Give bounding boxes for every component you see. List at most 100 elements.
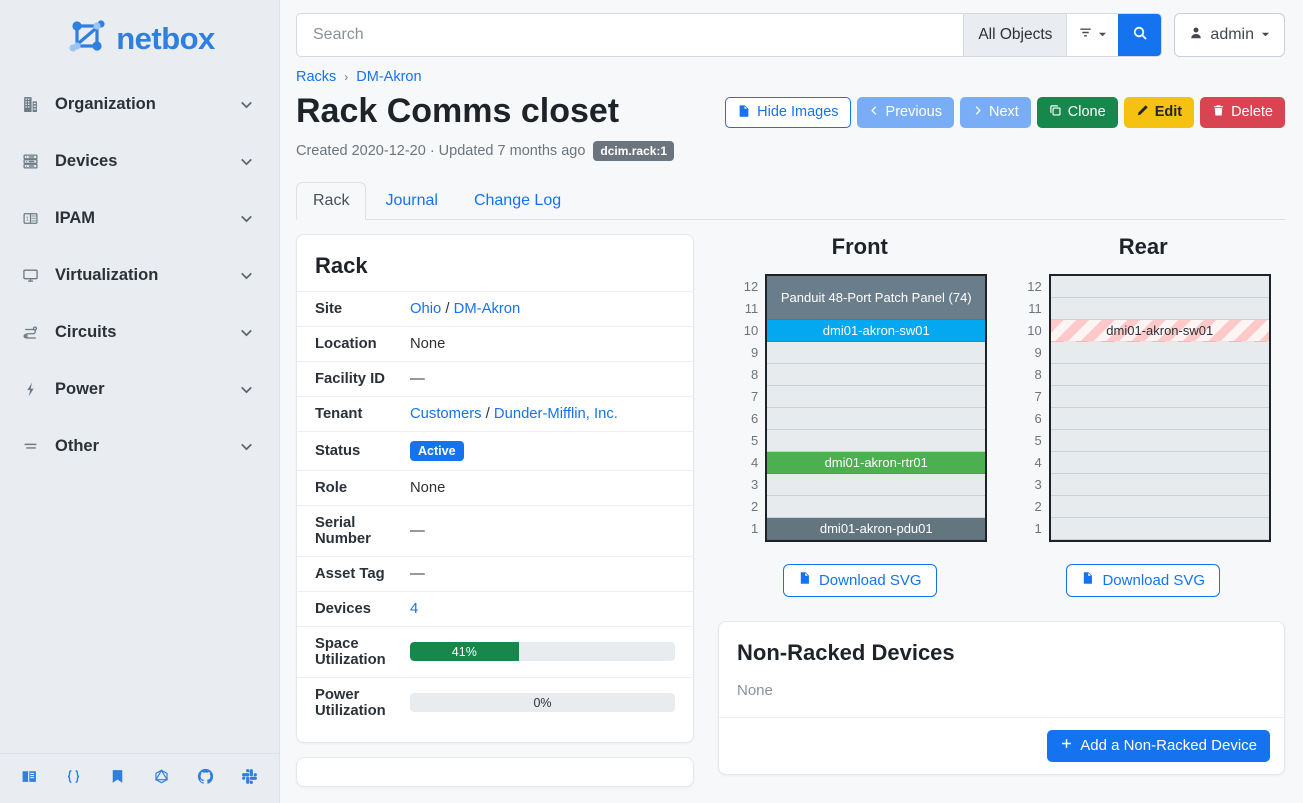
- rack-unit-slot[interactable]: [767, 341, 986, 364]
- object-id-badge: dcim.rack:1: [593, 140, 675, 161]
- rear-rack-frame[interactable]: dmi01-akron-sw01: [1048, 273, 1271, 542]
- table-row: Status Active: [297, 430, 693, 471]
- front-unit-numbers: 12 11 10 9 8 7 6 5 4 3 2 1: [732, 274, 758, 540]
- delete-button[interactable]: Delete: [1200, 97, 1285, 128]
- rack-unit-slot[interactable]: [1050, 363, 1269, 386]
- row-label: Serial Number: [297, 504, 400, 557]
- space-utilization-fill: [410, 642, 519, 662]
- tab-journal[interactable]: Journal: [385, 191, 438, 209]
- download-svg-rear-button[interactable]: Download SVG: [1066, 563, 1221, 597]
- rack-unit-slot[interactable]: [1050, 341, 1269, 364]
- hide-images-button[interactable]: Hide Images: [725, 97, 851, 128]
- breadcrumb-item-racks[interactable]: Racks: [296, 69, 337, 85]
- rack-unit-slot[interactable]: [767, 473, 986, 496]
- graphql-icon[interactable]: [153, 768, 170, 790]
- code-braces-icon[interactable]: [65, 768, 82, 790]
- tenant-link[interactable]: Dunder-Mifflin, Inc.: [493, 405, 618, 422]
- rack-device[interactable]: Panduit 48-Port Patch Panel (74): [767, 275, 986, 320]
- page-head: Racks › DM-Akron Rack Comms closet Creat…: [280, 57, 1303, 161]
- github-icon[interactable]: [197, 768, 214, 790]
- rack-unit-number: 5: [1034, 432, 1042, 448]
- sidebar-item-ipam[interactable]: 1 IPAM: [0, 190, 279, 247]
- rack-device[interactable]: dmi01-akron-pdu01: [767, 517, 986, 540]
- sidebar-item-circuits[interactable]: Circuits: [0, 304, 279, 361]
- user-menu-button[interactable]: admin: [1174, 13, 1285, 57]
- row-label: Power Utilization: [297, 676, 400, 728]
- rack-unit-slot[interactable]: [1050, 275, 1269, 298]
- rack-unit-number: 9: [1034, 344, 1042, 360]
- breadcrumb-item-site[interactable]: DM-Akron: [356, 69, 422, 85]
- rack-unit-slot[interactable]: [1050, 297, 1269, 320]
- rack-unit-slot[interactable]: [767, 363, 986, 386]
- rack-unit-slot[interactable]: [1050, 385, 1269, 408]
- search-icon: [1132, 25, 1148, 46]
- site-link[interactable]: DM-Akron: [453, 300, 521, 317]
- row-value-tenant: Customers / Dunder-Mifflin, Inc.: [400, 395, 693, 432]
- rack-unit-slot[interactable]: [1050, 407, 1269, 430]
- brand-logo[interactable]: netbox: [0, 0, 279, 68]
- rack-unit-number: 3: [751, 476, 759, 492]
- sidebar-item-devices[interactable]: Devices: [0, 133, 279, 190]
- rack-unit-slot[interactable]: [767, 495, 986, 518]
- clone-button[interactable]: Clone: [1036, 97, 1118, 128]
- rack-unit-number: 4: [751, 454, 759, 470]
- sidebar-item-virtualization[interactable]: Virtualization: [0, 247, 279, 304]
- rack-device[interactable]: dmi01-akron-sw01: [1050, 319, 1269, 342]
- building-icon: [22, 96, 48, 113]
- rack-unit-number: 6: [1034, 410, 1042, 426]
- page-actions: Hide Images Previous Next: [725, 91, 1285, 128]
- filter-dropdown-button[interactable]: [1066, 14, 1119, 56]
- chevron-down-icon[interactable]: [238, 210, 255, 227]
- chevron-down-icon[interactable]: [238, 267, 255, 284]
- sidebar-item-power[interactable]: Power: [0, 361, 279, 418]
- page-title: Rack Comms closet: [296, 92, 620, 130]
- chevron-left-icon: [869, 105, 880, 120]
- devices-count-link[interactable]: 4: [410, 600, 419, 617]
- sidebar-item-other[interactable]: Other: [0, 418, 279, 475]
- chevron-down-icon[interactable]: [238, 381, 255, 398]
- rack-unit-slot[interactable]: [1050, 473, 1269, 496]
- tab-change-log[interactable]: Change Log: [473, 191, 562, 209]
- rack-unit-slot[interactable]: [767, 385, 986, 408]
- sidebar-item-organization[interactable]: Organization: [0, 76, 279, 133]
- rack-unit-slot[interactable]: [1050, 451, 1269, 474]
- chevron-down-icon[interactable]: [238, 153, 255, 170]
- rack-device[interactable]: dmi01-akron-rtr01: [767, 451, 986, 474]
- object-scope-select[interactable]: All Objects: [963, 14, 1067, 56]
- tenant-group-link[interactable]: Customers: [410, 405, 482, 422]
- rack-unit-slot[interactable]: [767, 407, 986, 430]
- previous-button[interactable]: Previous: [856, 97, 954, 128]
- rack-unit-slot[interactable]: [767, 429, 986, 452]
- bookmark-icon[interactable]: [109, 768, 126, 790]
- slack-icon[interactable]: [241, 768, 258, 790]
- row-label: Space Utilization: [297, 625, 400, 678]
- chevron-right-icon: ›: [344, 70, 349, 84]
- front-rack-frame[interactable]: Panduit 48-Port Patch Panel (74) dmi01-ak…: [765, 273, 988, 542]
- space-utilization-value: 41%: [451, 644, 477, 659]
- rack-unit-slot[interactable]: [1050, 517, 1269, 540]
- chevron-down-icon[interactable]: [238, 438, 255, 455]
- rack-device[interactable]: dmi01-akron-sw01: [767, 319, 986, 342]
- rack-unit-number: 11: [1028, 300, 1042, 316]
- rack-unit-slot[interactable]: [1050, 429, 1269, 452]
- download-svg-front-button[interactable]: Download SVG: [782, 563, 937, 597]
- book-icon[interactable]: [21, 768, 38, 790]
- table-row: Asset Tag —: [297, 555, 693, 592]
- table-row: Location None: [297, 325, 693, 362]
- rack-unit-number: 8: [1034, 366, 1042, 382]
- chevron-down-icon[interactable]: [238, 324, 255, 341]
- add-non-racked-device-button[interactable]: Add a Non-Racked Device: [1047, 729, 1270, 762]
- sidebar-nav: Organization Devi: [0, 76, 279, 475]
- site-region-link[interactable]: Ohio: [410, 300, 442, 317]
- server-icon: [22, 153, 48, 170]
- next-button[interactable]: Next: [959, 97, 1031, 128]
- edit-button[interactable]: Edit: [1123, 97, 1195, 128]
- pencil-icon: [1136, 104, 1149, 121]
- search-input[interactable]: [297, 14, 964, 56]
- tab-rack[interactable]: Rack: [296, 181, 367, 220]
- chevron-down-icon[interactable]: [238, 96, 255, 113]
- search-submit-button[interactable]: [1118, 14, 1162, 56]
- page-meta: Created 2020-12-20 · Updated 7 months ag…: [296, 140, 675, 161]
- rack-unit-slot[interactable]: [1050, 495, 1269, 518]
